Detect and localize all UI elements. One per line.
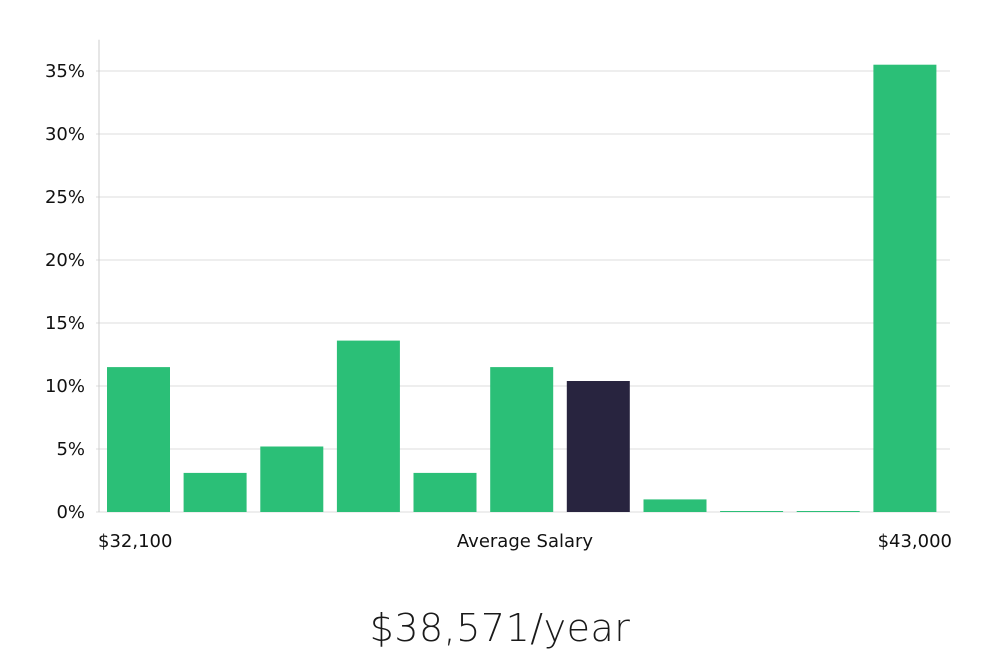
bar (336, 340, 400, 512)
y-tick-label: 5% (56, 439, 85, 460)
y-tick-label: 30% (45, 124, 85, 145)
y-tick-label: 0% (56, 502, 85, 523)
bar-highlight (566, 381, 630, 512)
bars (107, 64, 937, 512)
average-salary-value: $38,571/year (369, 606, 631, 650)
y-tick-label: 20% (45, 250, 85, 271)
bar (183, 472, 247, 512)
x-label-min: $32,100 (98, 531, 172, 552)
x-axis-labels: $32,100 Average Salary $43,000 (98, 531, 952, 552)
bar (873, 64, 937, 512)
bar (720, 511, 784, 512)
bar (413, 472, 477, 512)
y-axis-ticks: 0% 5% 10% 15% 20% 25% 30% 35% (45, 61, 85, 523)
bar (260, 446, 324, 512)
bar (490, 367, 554, 512)
bar (107, 367, 170, 512)
y-tick-label: 35% (45, 61, 85, 82)
x-label-max: $43,000 (878, 531, 952, 552)
y-tick-label: 10% (45, 376, 85, 397)
bar (796, 511, 860, 512)
y-tick-label: 15% (45, 313, 85, 334)
y-tick-label: 25% (45, 187, 85, 208)
bar (643, 499, 707, 512)
x-label-center: Average Salary (457, 531, 594, 552)
